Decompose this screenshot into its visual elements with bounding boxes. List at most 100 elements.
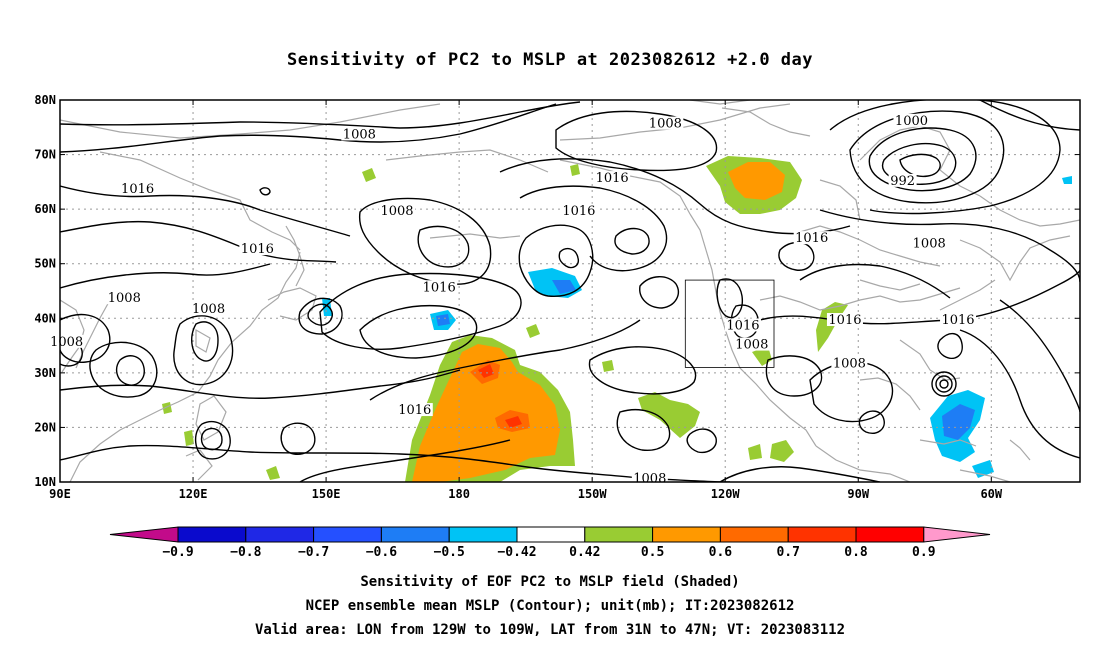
colorbar-swatch — [380, 526, 450, 543]
colorbar-swatch — [652, 526, 721, 543]
positive-sensitivity-peak — [478, 364, 494, 378]
positive-sensitivity-region — [770, 440, 794, 462]
contour-label-bg — [190, 302, 227, 316]
contour-label: 1008 — [833, 357, 866, 372]
positive-sensitivity-region — [162, 402, 172, 414]
caption-line-2: NCEP ensemble mean MSLP (Contour); unit(… — [305, 598, 795, 614]
colorbar-swatch — [584, 526, 654, 543]
colorbar: −0.9 −0.8 −0.7 −0.6 −0.5 −0.42 0.42 0.5 0.6 0.7 0.… — [109, 526, 991, 560]
positive-sensitivity-region — [748, 444, 762, 460]
lat-tick-label: 40N — [34, 311, 56, 325]
colorbar-extend-left — [109, 526, 179, 543]
contour-label: 1008 — [108, 291, 141, 306]
contour-label-bg — [724, 318, 761, 332]
contour-labels: 1008 1008 1000 1016 1016 992 1008 1016 1016 1008 1… — [48, 113, 977, 486]
positive-sensitivity-region — [526, 324, 540, 338]
caption-line-3: Valid area: LON from 129W to 109W, LAT f… — [254, 622, 845, 638]
lon-tick-label: 90E — [49, 487, 71, 501]
contour-label-bg — [911, 236, 948, 250]
positive-sensitivity-region — [362, 168, 376, 182]
latitude-axis: 80N 70N 60N 50N 40N 30N 20N 10N — [34, 93, 1080, 489]
contour-label-bg — [893, 113, 930, 127]
lat-tick-label: 80N — [34, 93, 56, 107]
contour-label-bg — [826, 313, 863, 327]
colorbar-tick-label: 0.6 — [709, 545, 733, 560]
contour-label-bg — [793, 231, 830, 245]
contour-label: 1008 — [192, 302, 225, 317]
lon-tick-label: 90W — [847, 487, 869, 501]
contour-label: 1016 — [828, 313, 861, 328]
positive-sensitivity-region — [266, 466, 280, 480]
contour-label-bg — [239, 242, 276, 256]
contour-label: 1008 — [735, 338, 768, 353]
contour-label: 1016 — [726, 318, 759, 333]
lat-tick-label: 30N — [34, 366, 56, 380]
positive-sensitivity-region — [638, 392, 700, 438]
contour-label: 1008 — [380, 204, 413, 219]
colorbar-swatch — [177, 526, 247, 543]
colorbar-swatch — [787, 526, 857, 543]
colorbar-swatch — [516, 526, 586, 543]
positive-sensitivity-region — [602, 360, 614, 372]
lon-tick-label: 60W — [980, 487, 1002, 501]
contour-label-bg — [560, 203, 597, 217]
colorbar-swatch — [855, 526, 925, 543]
colorbar-tick-label: −0.8 — [230, 545, 261, 560]
lat-tick-label: 20N — [34, 420, 56, 434]
sensitivity-shading — [162, 156, 1072, 482]
contour-label: 1000 — [895, 114, 928, 129]
positive-sensitivity-region — [184, 430, 194, 446]
contour-label-bg — [733, 337, 770, 351]
contour-label-bg — [379, 203, 416, 217]
contour-label: 1016 — [423, 280, 456, 295]
lat-tick-label: 70N — [34, 148, 56, 162]
colorbar-tick-label: 0.8 — [844, 545, 868, 560]
lat-tick-label: 50N — [34, 257, 56, 271]
contour-label: 1016 — [121, 182, 154, 197]
chart-title: Sensitivity of PC2 to MSLP at 2023082612… — [286, 50, 813, 70]
positive-sensitivity-peak — [505, 416, 522, 428]
contour-label: 992 — [890, 174, 915, 189]
colorbar-swatch — [245, 526, 315, 543]
contour-label: 1016 — [596, 171, 629, 186]
mslp-contours — [60, 100, 1080, 482]
contour-label: 1008 — [343, 127, 376, 142]
colorbar-tick-label: 0.42 — [569, 545, 600, 560]
contour-label: 1016 — [941, 313, 974, 328]
colorbar-tick-label: −0.7 — [298, 545, 329, 560]
contour-label: 1016 — [562, 204, 595, 219]
valid-area-box — [684, 279, 775, 368]
colorbar-swatch — [719, 526, 789, 543]
contour-label-bg — [119, 182, 156, 196]
contour-label: 1016 — [795, 231, 828, 246]
colorbar-tick-label: −0.5 — [434, 545, 465, 560]
negative-sensitivity-core — [436, 314, 450, 326]
positive-sensitivity-core — [412, 344, 560, 482]
colorbar-tick-label: 0.7 — [776, 545, 799, 560]
contour-label-bg — [888, 173, 917, 187]
contour-label-bg — [396, 403, 433, 417]
colorbar-tick-label: 0.5 — [641, 545, 664, 560]
contour-label: 1016 — [241, 242, 274, 257]
contour-label-bg — [48, 334, 85, 348]
colorbar-swatch — [448, 526, 518, 543]
plot-frame — [59, 99, 1081, 483]
colorbar-swatch — [313, 526, 382, 543]
longitude-axis: 90E 120E 150E 180 150W 120W 90W 60W — [49, 100, 1003, 501]
negative-sensitivity-region — [972, 460, 994, 478]
contour-label: 1008 — [913, 237, 946, 252]
lat-tick-label: 10N — [34, 475, 56, 489]
positive-sensitivity-region — [570, 164, 580, 176]
lon-tick-label: 150W — [578, 487, 608, 501]
contour-label: 1008 — [633, 471, 666, 486]
contour-label: 1008 — [50, 335, 83, 350]
positive-sensitivity-core — [728, 162, 785, 200]
lon-tick-label: 120E — [179, 487, 208, 501]
positive-sensitivity-region — [752, 346, 772, 366]
lat-tick-label: 60N — [34, 202, 56, 216]
colorbar-tick-label: −0.42 — [497, 545, 536, 560]
negative-sensitivity-core — [942, 404, 975, 440]
negative-sensitivity-region — [322, 298, 332, 316]
colorbar-extend-right — [923, 526, 991, 543]
contour-label-bg — [106, 291, 143, 305]
